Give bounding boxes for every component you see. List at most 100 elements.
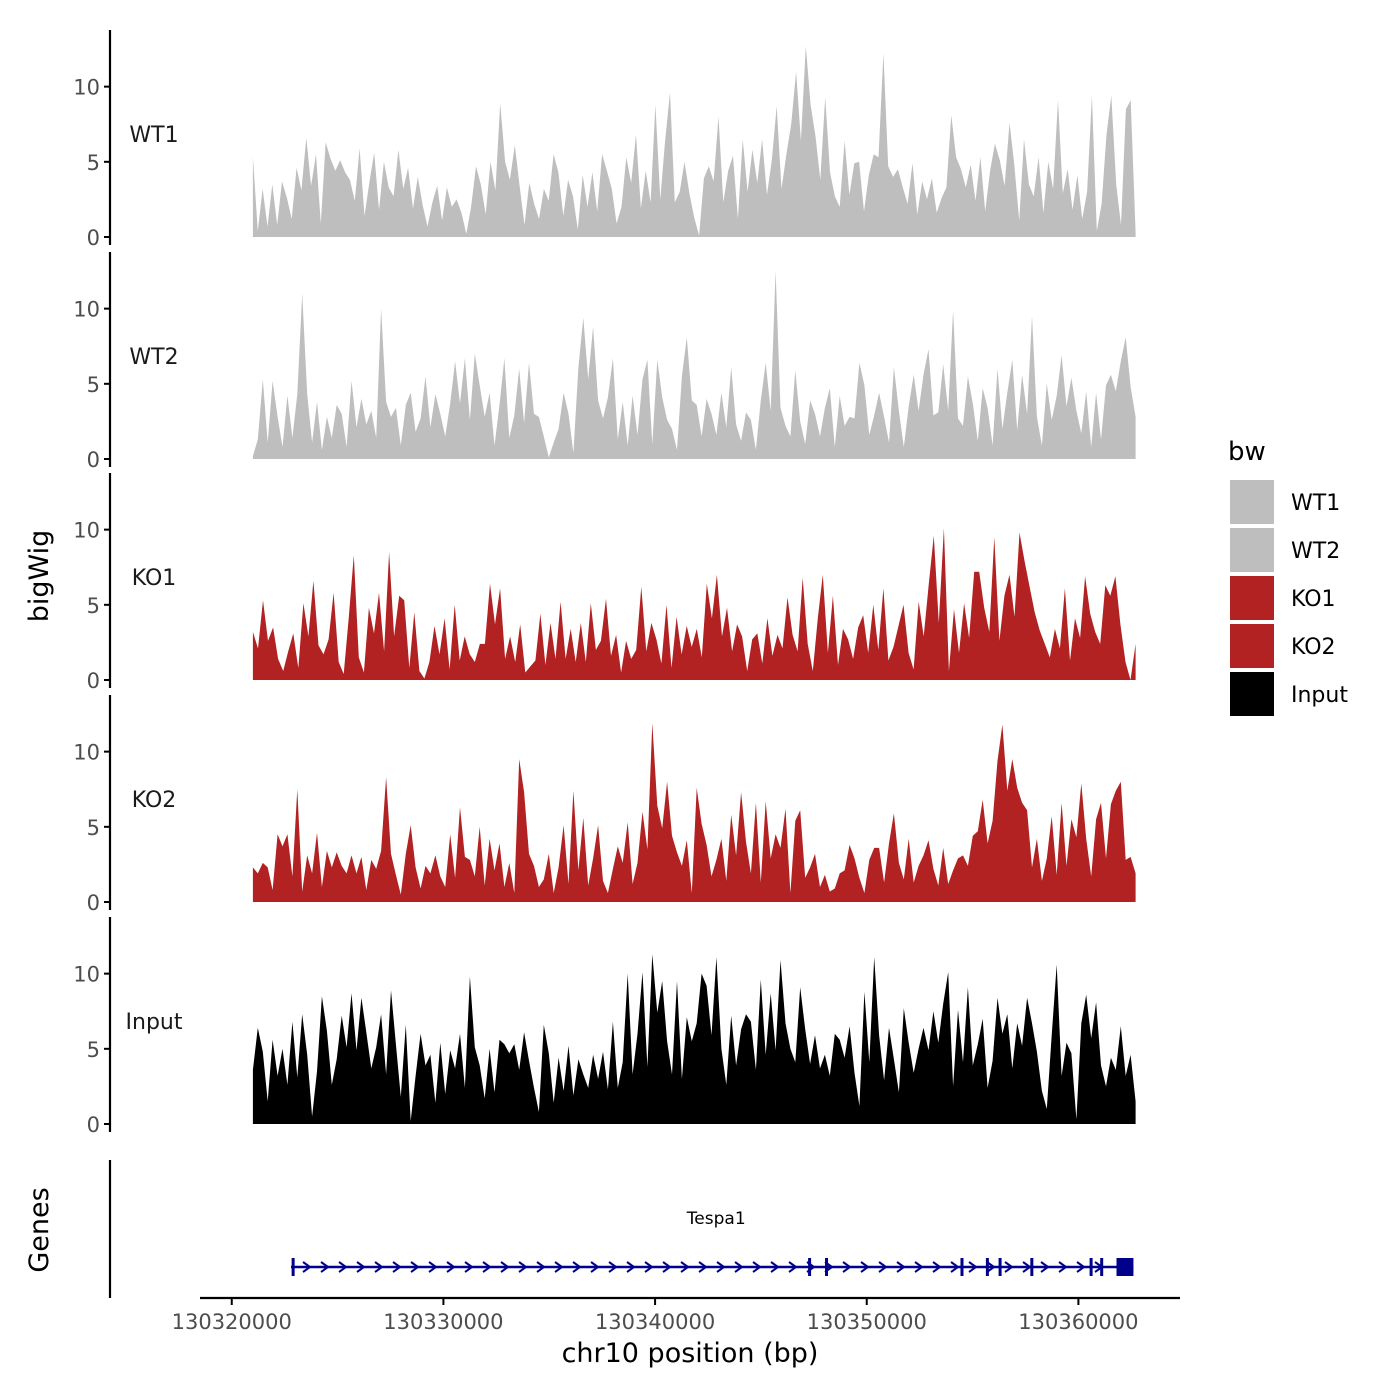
strand-arrow <box>482 1261 492 1273</box>
strand-arrow <box>554 1261 564 1273</box>
strand-arrow <box>338 1261 348 1273</box>
exon <box>960 1258 964 1276</box>
y-tick-label: 10 <box>73 76 100 100</box>
exon <box>825 1258 829 1276</box>
exon <box>998 1258 1002 1276</box>
x-tick-label: 130360000 <box>1018 1310 1138 1334</box>
panel-wt1: 0 5 10 WT1 <box>73 30 1136 250</box>
exon <box>291 1258 295 1276</box>
y-tick-label: 5 <box>87 373 100 397</box>
strand-arrow <box>374 1261 384 1273</box>
strand-arrow <box>986 1261 996 1273</box>
legend: bw WT1 WT2 KO1 KO2 Input <box>1228 437 1348 716</box>
y-tick-label: 10 <box>73 519 100 543</box>
x-tick-label: 130350000 <box>807 1310 927 1334</box>
strand-arrow <box>590 1261 600 1273</box>
strand-arrow <box>500 1261 510 1273</box>
strand-arrow <box>320 1261 330 1273</box>
exon <box>1089 1258 1093 1276</box>
panel-input: 0 5 10 Input <box>73 917 1136 1137</box>
strand-arrow <box>860 1261 870 1273</box>
strand-arrow <box>842 1261 852 1273</box>
legend-swatch-input <box>1230 672 1274 716</box>
strand-arrow <box>896 1261 906 1273</box>
legend-label-wt2: WT2 <box>1291 539 1340 564</box>
genes-axis-title: Genes <box>24 1187 55 1272</box>
panel-label-ko2: KO2 <box>132 788 177 813</box>
legend-swatch-wt1 <box>1230 480 1274 524</box>
y-tick-label: 10 <box>73 741 100 765</box>
exon-last <box>1116 1258 1134 1276</box>
strand-arrow <box>950 1261 960 1273</box>
panel-label-input: Input <box>126 1010 183 1035</box>
strand-arrow <box>356 1261 366 1273</box>
strand-arrow <box>932 1261 942 1273</box>
strand-arrow <box>734 1261 744 1273</box>
legend-swatch-wt2 <box>1230 528 1274 572</box>
area-ko1 <box>252 528 1136 680</box>
strand-arrow <box>968 1261 978 1273</box>
legend-label-ko2: KO2 <box>1291 635 1336 660</box>
x-axis: 130320000 130330000 130340000 130350000 1303… <box>172 1296 1180 1334</box>
exon <box>808 1258 812 1276</box>
panel-label-wt2: WT2 <box>129 345 178 370</box>
panel-label-ko1: KO1 <box>132 566 177 591</box>
legend-title: bw <box>1228 437 1266 467</box>
strand-arrow <box>302 1261 312 1273</box>
strand-arrow <box>698 1261 708 1273</box>
strand-arrow <box>770 1261 780 1273</box>
strand-arrow <box>572 1261 582 1273</box>
strand-arrow <box>716 1261 726 1273</box>
signal-panels: 0 5 10 WT1 0 5 10 WT2 0 5 10 KO1 0 5 10 KO2 0 5 10 Input <box>73 30 1136 1137</box>
strand-arrow <box>1022 1261 1032 1273</box>
strand-arrow <box>914 1261 924 1273</box>
y-tick-label: 5 <box>87 594 100 618</box>
y-tick-label: 5 <box>87 151 100 175</box>
area-wt1 <box>252 46 1136 237</box>
panel-ko2: 0 5 10 KO2 <box>73 695 1136 915</box>
strand-arrow <box>392 1261 402 1273</box>
strand-arrow <box>662 1261 672 1273</box>
strand-arrow <box>518 1261 528 1273</box>
strand-arrow <box>1076 1261 1086 1273</box>
legend-swatch-ko1 <box>1230 576 1274 620</box>
gene-name-label: Tespa1 <box>686 1209 746 1229</box>
exon <box>1030 1258 1034 1276</box>
panel-label-wt1: WT1 <box>129 123 178 148</box>
strand-arrow <box>1040 1261 1050 1273</box>
strand-arrow <box>644 1261 654 1273</box>
strand-arrow <box>680 1261 690 1273</box>
exon <box>985 1258 989 1276</box>
genes-panel: Tespa1 <box>108 1160 1134 1298</box>
strand-arrow <box>1058 1261 1068 1273</box>
strand-arrow <box>536 1261 546 1273</box>
y-tick-label: 5 <box>87 816 100 840</box>
legend-label-input: Input <box>1291 683 1348 708</box>
y-tick-label: 10 <box>73 963 100 987</box>
x-tick-label: 130330000 <box>383 1310 503 1334</box>
strand-arrow <box>878 1261 888 1273</box>
strand-arrow <box>1004 1261 1014 1273</box>
y-tick-label: 10 <box>73 298 100 322</box>
x-tick-label: 130340000 <box>595 1310 715 1334</box>
y-axis-title: bigWig <box>24 530 55 623</box>
panel-ko1: 0 5 10 KO1 <box>73 473 1136 693</box>
exon <box>1100 1258 1104 1276</box>
strand-arrow <box>446 1261 456 1273</box>
x-axis-title: chr10 position (bp) <box>562 1338 819 1369</box>
legend-label-ko1: KO1 <box>1291 587 1336 612</box>
area-ko2 <box>252 723 1136 902</box>
y-tick-label: 5 <box>87 1038 100 1062</box>
strand-arrow <box>428 1261 438 1273</box>
strand-arrow <box>464 1261 474 1273</box>
strand-arrow <box>752 1261 762 1273</box>
y-tick-label: 0 <box>87 669 100 693</box>
strand-arrow <box>626 1261 636 1273</box>
legend-swatch-ko2 <box>1230 624 1274 668</box>
y-tick-label: 0 <box>87 1113 100 1137</box>
y-tick-label: 0 <box>87 448 100 472</box>
y-tick-label: 0 <box>87 226 100 250</box>
x-tick-label: 130320000 <box>172 1310 292 1334</box>
area-input <box>252 954 1136 1124</box>
